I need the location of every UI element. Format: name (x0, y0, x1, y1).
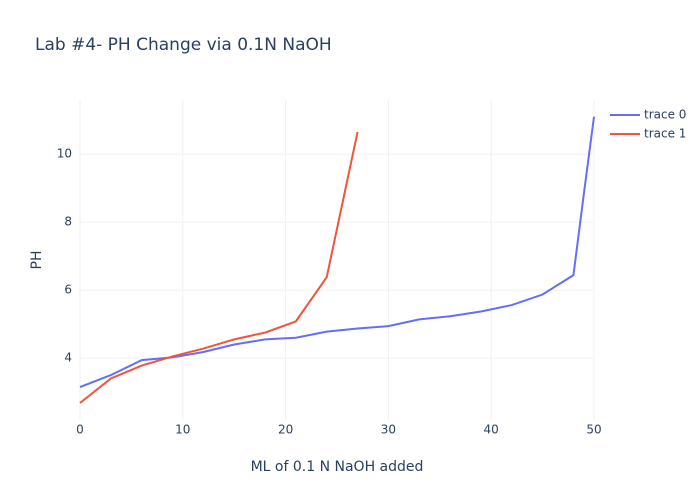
x-tick-label: 50 (586, 423, 601, 437)
line (79, 116, 595, 388)
x-tick-label: 40 (484, 423, 499, 437)
y-tick-label: 10 (57, 147, 72, 161)
y-tick-label: 4 (64, 351, 72, 365)
x-tick-label: 20 (278, 423, 293, 437)
legend-label: trace 1 (644, 127, 686, 141)
chart-title: Lab #4- PH Change via 0.1N NaOH (35, 35, 332, 55)
y-tick-label: 6 (64, 283, 72, 297)
x-tick-label: 10 (175, 423, 190, 437)
line (79, 131, 359, 404)
x-axis-title: ML of 0.1 N NaOH added (251, 459, 424, 475)
y-tick-label: 8 (64, 215, 72, 229)
y-axis-title: PH (29, 251, 45, 270)
legend-label: trace 0 (644, 108, 686, 122)
x-tick-label: 30 (381, 423, 396, 437)
x-tick-label: 0 (76, 423, 84, 437)
